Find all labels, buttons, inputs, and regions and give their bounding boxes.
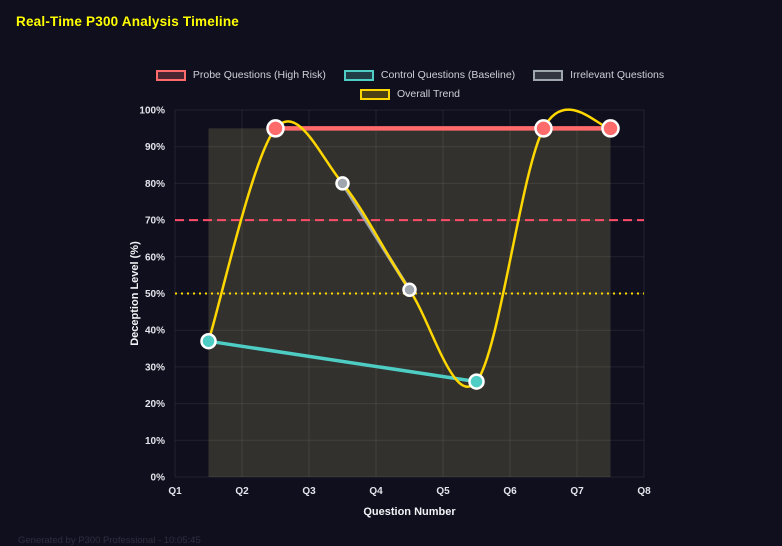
legend-label-probe: Probe Questions (High Risk) (192, 69, 326, 81)
legend-item-trend[interactable]: Overall Trend (359, 88, 461, 100)
highlight-region (208, 128, 611, 477)
y-tick-label: 60% (145, 252, 165, 263)
y-tick-label: 10% (145, 436, 165, 447)
y-tick-label: 50% (145, 289, 165, 300)
page-title: Real-Time P300 Analysis Timeline (16, 14, 240, 29)
legend-label-irrelevant: Irrelevant Questions (570, 69, 665, 81)
x-tick-label: Q7 (570, 486, 584, 497)
point-probe-questions-high-risk-2[interactable] (601, 119, 620, 138)
legend-swatch-trend (359, 88, 390, 100)
x-tick-label: Q1 (168, 486, 182, 497)
legend-swatch-probe (155, 69, 186, 81)
x-tick-label: Q4 (369, 486, 383, 497)
y-axis-title: Deception Level (%) (129, 241, 141, 346)
y-tick-label: 100% (139, 106, 165, 117)
y-tick-label: 90% (145, 142, 165, 153)
footer-note: Generated by P300 Professional - 10:05:4… (18, 535, 201, 546)
x-tick-label: Q8 (637, 486, 651, 497)
legend-label-trend: Overall Trend (396, 88, 461, 100)
x-axis-title: Question Number (363, 506, 456, 518)
x-tick-label: Q6 (503, 486, 517, 497)
series-line-control-questions-baseline (206, 339, 479, 384)
y-tick-label: 20% (145, 399, 165, 410)
legend-swatch-irrelevant (533, 69, 564, 81)
point-control-questions-baseline-1[interactable] (468, 373, 485, 390)
y-tick-label: 30% (145, 362, 165, 373)
legend-item-control[interactable]: Control Questions (Baseline) (343, 69, 516, 81)
point-probe-questions-high-risk-1[interactable] (534, 119, 553, 138)
point-control-questions-baseline-0[interactable] (200, 332, 217, 350)
point-probe-questions-high-risk-0[interactable] (266, 119, 285, 138)
y-tick-label: 40% (145, 326, 165, 337)
point-irrelevant-questions-0[interactable] (335, 176, 350, 191)
x-tick-label: Q2 (235, 486, 249, 497)
y-tick-label: 70% (145, 216, 165, 227)
legend-row-2: Overall Trend (359, 88, 461, 100)
y-tick-label: 0% (151, 473, 166, 484)
y-tick-label: 80% (145, 179, 165, 190)
legend-item-probe[interactable]: Probe Questions (High Risk) (155, 69, 326, 81)
chart-legend: Probe Questions (High Risk) Control Ques… (120, 69, 700, 100)
legend-swatch-control (343, 69, 374, 81)
legend-label-control: Control Questions (Baseline) (380, 69, 516, 81)
legend-row-1: Probe Questions (High Risk) Control Ques… (155, 69, 664, 81)
point-irrelevant-questions-1[interactable] (402, 282, 417, 298)
x-tick-label: Q3 (302, 486, 316, 497)
legend-item-irrelevant[interactable]: Irrelevant Questions (533, 69, 664, 81)
x-tick-label: Q5 (436, 486, 450, 497)
